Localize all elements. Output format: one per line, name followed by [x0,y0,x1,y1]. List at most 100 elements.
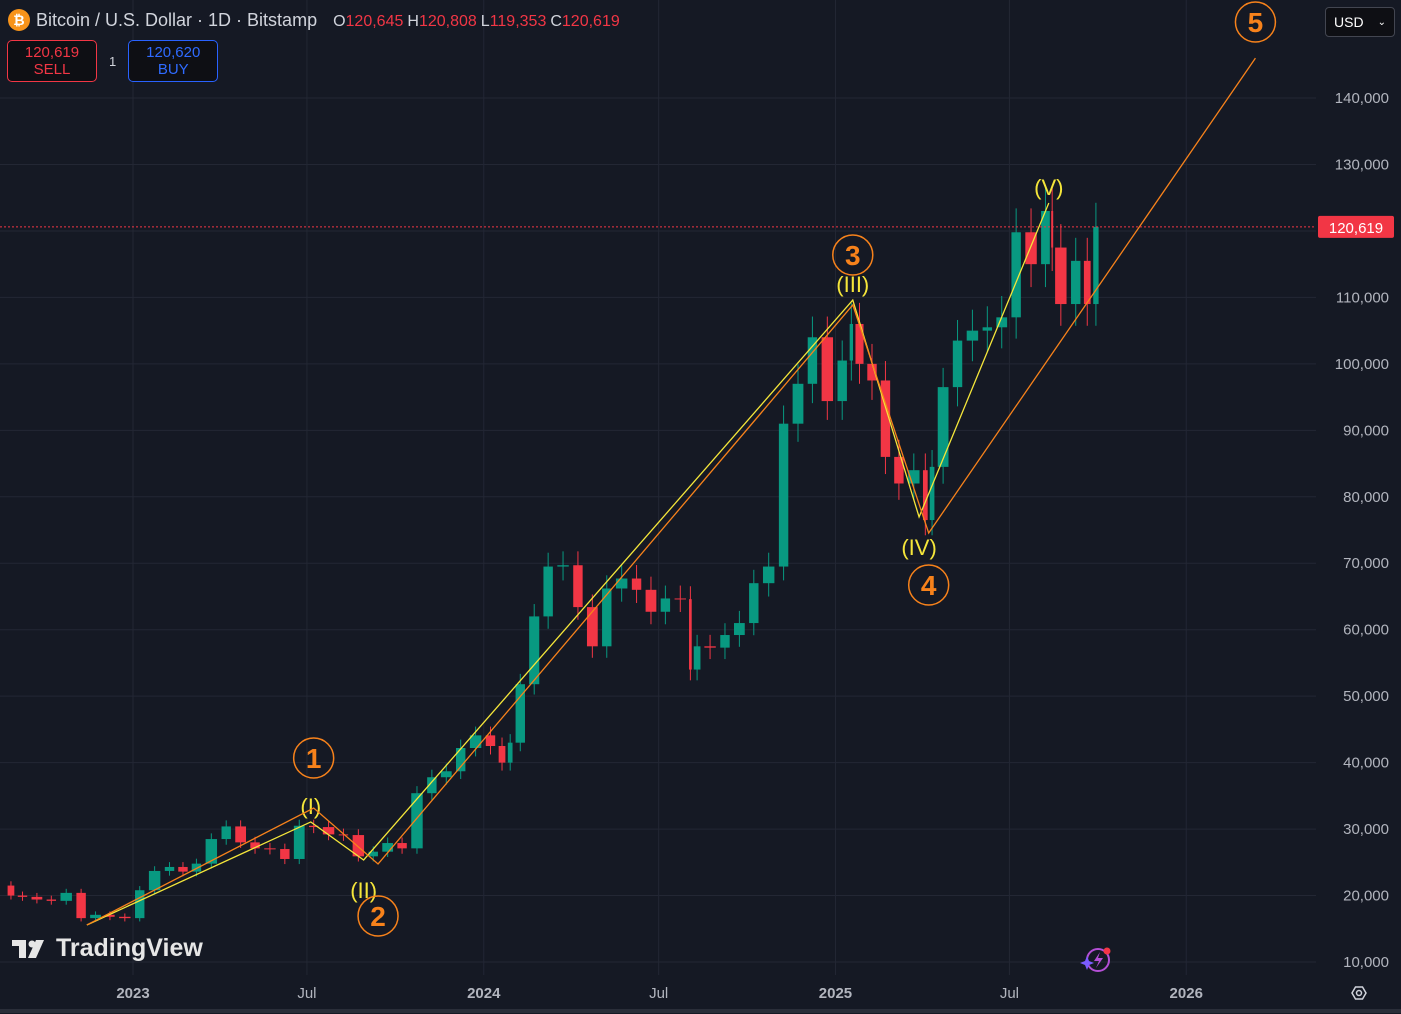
wave-major-line [86,57,1256,926]
candle [485,735,496,747]
candle [119,916,131,919]
y-tick-label: 40,000 [1343,755,1389,772]
x-tick-label: Jul [649,985,668,1002]
y-tick-label: 100,000 [1335,356,1389,373]
ohlc-l: L119,353 [480,12,547,30]
y-tick-label: 80,000 [1343,489,1389,506]
buy-price: 120,620 [146,44,201,61]
bitcoin-icon: ₿ [8,9,30,31]
buy-label: BUY [157,61,189,78]
symbol-header: ₿ Bitcoin / U.S. Dollar · 1D · Bitstamp … [8,9,620,31]
sell-label: SELL [33,61,71,78]
chevron-down-icon: ⌄ [1377,16,1386,28]
currency-select[interactable]: USD ⌄ [1325,7,1395,37]
wave-minor-label: (IV) [901,535,936,560]
candle [455,747,466,772]
candle [60,892,72,901]
tradingview-logo[interactable]: TradingView [12,934,203,963]
wave-minor-label: (II) [350,878,377,903]
sell-button[interactable]: 120,619 SELL [7,40,97,82]
candle [586,607,598,647]
wave-major-circle [357,895,399,937]
candle [76,892,86,919]
candle [31,896,43,900]
quantity[interactable]: 1 [109,53,117,69]
y-tick-label: 60,000 [1343,622,1389,639]
tradingview-logo-icon [12,939,44,958]
candle [660,598,671,612]
notification-dot [1103,947,1111,955]
x-tick-label: 2023 [116,985,149,1002]
candle [46,899,57,901]
candle [221,826,231,840]
candle [7,885,15,896]
wave-major-circle [292,737,335,779]
y-tick-label: 140,000 [1335,90,1389,107]
buy-button[interactable]: 120,620 BUY [128,40,219,82]
currency-value: USD [1334,14,1364,30]
candle [293,825,305,859]
candle [894,456,904,484]
candle [498,746,506,763]
candle [382,843,394,852]
candle [1083,260,1091,305]
wave-major-label: 4 [921,570,937,601]
candle [720,635,730,648]
wave-major-circle [1234,1,1277,43]
candle [308,825,319,828]
candle [966,330,979,341]
candle [338,834,349,836]
candle [191,863,202,872]
wave-major-label: 2 [370,901,386,932]
last-price-badge [1318,215,1394,238]
candle [543,566,553,617]
candle [734,623,745,636]
candle [440,771,452,778]
candle [996,317,1008,328]
candle [821,337,834,402]
candle [17,895,28,897]
wave-minor-label: (III) [836,272,869,297]
y-tick-label: 110,000 [1336,289,1389,306]
candle [322,827,335,835]
candle [1011,232,1021,318]
logo-text: TradingView [56,934,203,962]
candle [397,843,407,849]
candle [352,835,365,857]
candle [837,360,847,402]
candle [674,598,686,600]
settings-icon[interactable] [1351,986,1367,1000]
x-tick-label: 2025 [819,985,852,1002]
wave-minor-label: (V) [1034,175,1063,200]
candle [867,363,877,381]
candle [469,735,482,748]
candle [250,842,260,849]
candle [749,583,759,624]
assistant-icon[interactable] [1080,947,1111,972]
candle [792,383,804,424]
candle [178,866,188,872]
x-tick-label: Jul [297,985,316,1002]
x-tick-label: 2026 [1170,985,1203,1002]
candle [1071,260,1081,305]
candle [937,387,949,467]
candle [529,616,540,685]
candle [602,588,612,647]
candle [1055,247,1067,305]
candle [615,578,628,589]
candle [982,327,993,331]
symbol-title[interactable]: Bitcoin / U.S. Dollar · 1D · Bitstamp [36,9,318,30]
candle [515,684,525,743]
candle [922,470,928,521]
y-tick-label: 70,000 [1343,555,1389,572]
candle [105,914,115,917]
wave-major-label: 1 [306,743,322,774]
wave-major-label: 5 [1248,7,1264,38]
candle [411,793,423,849]
ohlc-values: O120,645 H120,808 L119,353 C120,619 [329,10,620,31]
last-price-label: 120,619 [1329,220,1383,237]
candle [280,849,290,859]
sell-price: 120,619 [24,44,80,61]
sparkle-icon [1080,956,1094,970]
